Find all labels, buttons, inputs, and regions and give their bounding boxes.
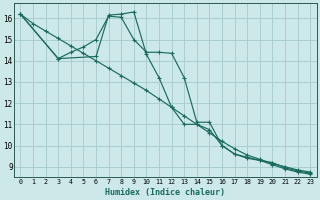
- X-axis label: Humidex (Indice chaleur): Humidex (Indice chaleur): [105, 188, 225, 197]
